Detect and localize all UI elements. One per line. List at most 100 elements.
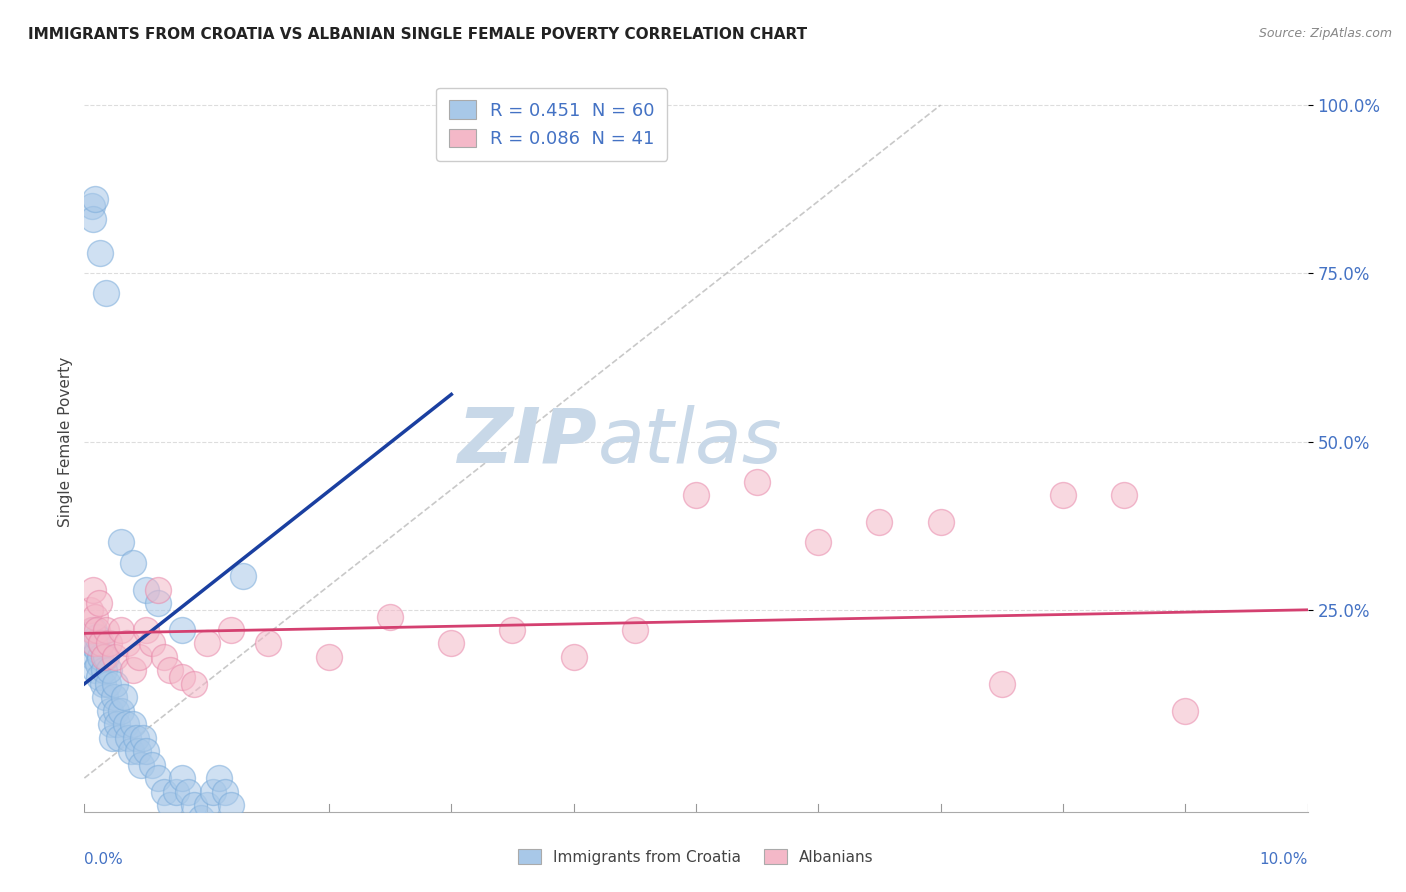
- Point: [83, 636, 105, 650]
- Point: [87, 657, 110, 671]
- Text: atlas: atlas: [598, 405, 783, 478]
- Point: [87, 670, 110, 684]
- Point: [214, 784, 236, 798]
- Point: [141, 757, 163, 772]
- Point: [1114, 488, 1136, 502]
- Point: [82, 212, 104, 227]
- Point: [86, 623, 108, 637]
- Point: [172, 771, 194, 785]
- Legend: Immigrants from Croatia, Albanians: Immigrants from Croatia, Albanians: [512, 843, 880, 871]
- Point: [93, 649, 115, 664]
- Point: [195, 636, 218, 650]
- Point: [122, 717, 145, 731]
- Point: [502, 623, 524, 637]
- Point: [120, 744, 142, 758]
- Point: [100, 717, 122, 731]
- Point: [86, 630, 108, 644]
- Point: [89, 246, 111, 260]
- Point: [685, 488, 707, 502]
- Point: [869, 516, 891, 530]
- Point: [83, 623, 105, 637]
- Text: IMMIGRANTS FROM CROATIA VS ALBANIAN SINGLE FEMALE POVERTY CORRELATION CHART: IMMIGRANTS FROM CROATIA VS ALBANIAN SING…: [28, 27, 807, 42]
- Point: [257, 636, 280, 650]
- Point: [90, 636, 112, 650]
- Point: [624, 623, 647, 637]
- Point: [146, 582, 169, 597]
- Point: [219, 623, 242, 637]
- Point: [190, 812, 212, 826]
- Point: [80, 623, 103, 637]
- Point: [219, 797, 242, 812]
- Point: [183, 677, 205, 691]
- Point: [127, 744, 149, 758]
- Point: [110, 535, 132, 549]
- Point: [135, 582, 157, 597]
- Point: [96, 649, 118, 664]
- Point: [125, 731, 148, 745]
- Point: [128, 649, 150, 664]
- Y-axis label: Single Female Poverty: Single Female Poverty: [58, 357, 73, 526]
- Point: [177, 784, 200, 798]
- Point: [1174, 704, 1197, 718]
- Point: [146, 596, 169, 610]
- Point: [747, 475, 769, 489]
- Point: [104, 677, 127, 691]
- Point: [96, 623, 118, 637]
- Point: [159, 797, 181, 812]
- Point: [807, 535, 830, 549]
- Point: [91, 677, 114, 691]
- Point: [97, 664, 120, 678]
- Point: [104, 649, 127, 664]
- Point: [183, 797, 205, 812]
- Point: [172, 623, 194, 637]
- Point: [103, 690, 125, 705]
- Point: [97, 636, 120, 650]
- Point: [122, 664, 145, 678]
- Point: [105, 704, 128, 718]
- Point: [1052, 488, 1074, 502]
- Point: [159, 664, 181, 678]
- Point: [94, 690, 117, 705]
- Point: [115, 636, 138, 650]
- Point: [96, 286, 118, 301]
- Point: [89, 649, 111, 664]
- Point: [132, 731, 155, 745]
- Point: [82, 582, 104, 597]
- Point: [90, 636, 112, 650]
- Point: [195, 797, 218, 812]
- Point: [117, 731, 139, 745]
- Point: [929, 516, 952, 530]
- Point: [80, 199, 103, 213]
- Point: [84, 609, 107, 624]
- Point: [107, 731, 129, 745]
- Point: [82, 649, 104, 664]
- Point: [97, 677, 120, 691]
- Point: [84, 192, 107, 206]
- Point: [79, 603, 101, 617]
- Point: [84, 664, 107, 678]
- Text: 10.0%: 10.0%: [1260, 852, 1308, 867]
- Text: Source: ZipAtlas.com: Source: ZipAtlas.com: [1258, 27, 1392, 40]
- Point: [165, 784, 187, 798]
- Point: [440, 636, 463, 650]
- Point: [991, 677, 1014, 691]
- Point: [79, 636, 101, 650]
- Point: [146, 771, 169, 785]
- Point: [112, 690, 135, 705]
- Point: [172, 670, 194, 684]
- Point: [110, 623, 132, 637]
- Point: [208, 771, 231, 785]
- Point: [141, 636, 163, 650]
- Point: [380, 609, 402, 624]
- Point: [105, 717, 128, 731]
- Point: [115, 717, 138, 731]
- Point: [135, 623, 157, 637]
- Point: [135, 744, 157, 758]
- Point: [232, 569, 254, 583]
- Point: [562, 649, 585, 664]
- Text: 0.0%: 0.0%: [84, 852, 124, 867]
- Point: [93, 664, 115, 678]
- Point: [98, 704, 121, 718]
- Point: [101, 731, 124, 745]
- Point: [87, 596, 110, 610]
